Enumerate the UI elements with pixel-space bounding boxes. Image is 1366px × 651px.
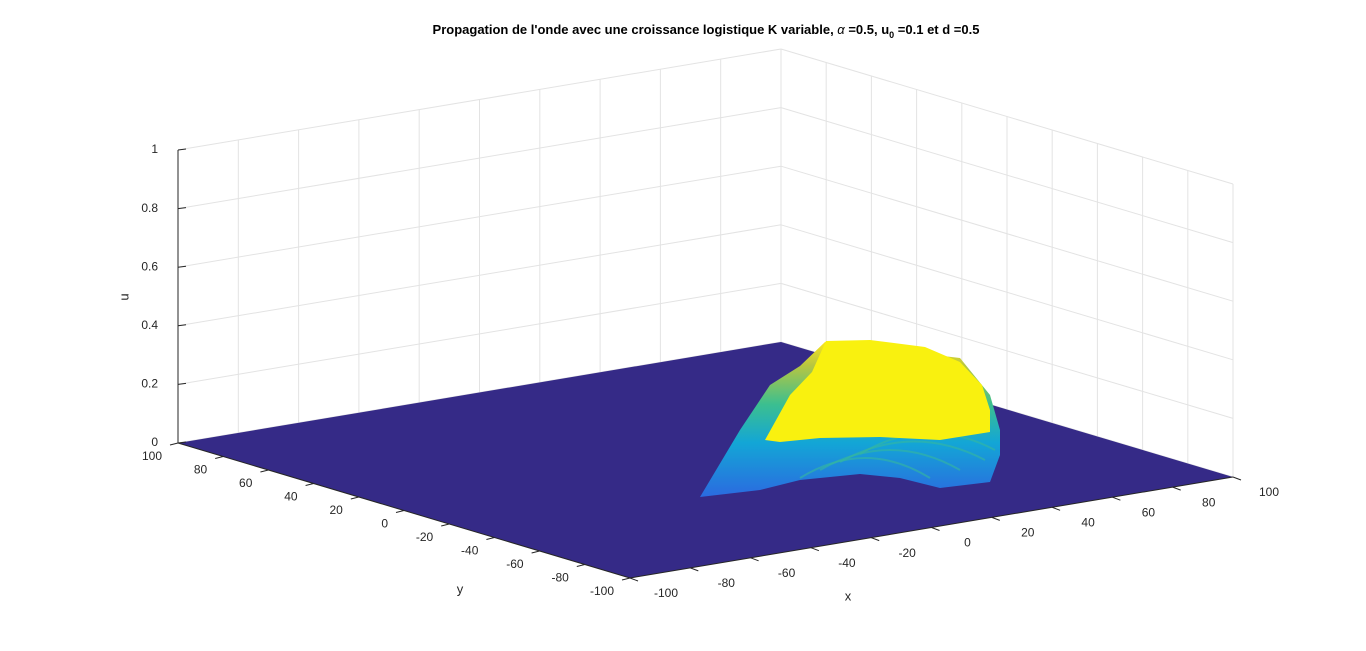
axes-labels: 0 0.2 0.4 0.6 0.8 1 -100 -80 -60 -40 -20 0 20 40 60 80 1… — [116, 142, 1279, 603]
tick-mark — [260, 469, 269, 473]
tick-mark — [1112, 496, 1121, 501]
z-tick-label: 0.4 — [141, 318, 158, 332]
surface — [178, 340, 1233, 578]
y-tick-label: -100 — [590, 584, 614, 598]
title-text: =0.1 et d =0.5 — [894, 22, 979, 37]
tick-mark — [810, 547, 820, 552]
chart-title: Propagation de l'onde avec une croissanc… — [433, 22, 980, 40]
y-tick-label: 0 — [381, 517, 388, 531]
title-text: =0.5, u — [845, 22, 889, 37]
x-tick-label: 60 — [1142, 505, 1156, 519]
tick-mark — [350, 496, 359, 500]
grid-line — [780, 224, 1234, 361]
x-tick-label: 20 — [1021, 526, 1035, 540]
grid-line — [177, 107, 782, 210]
y-tick-label: -80 — [551, 571, 569, 585]
surface-floor — [178, 342, 1233, 578]
tick-mark — [305, 483, 314, 486]
x-axis-label: x — [845, 588, 852, 603]
x-tick-label: 100 — [1259, 485, 1279, 499]
y-tick-label: -20 — [416, 530, 434, 544]
x-tick-label: 40 — [1081, 515, 1095, 529]
tick-mark — [750, 557, 759, 562]
x-tick-label: 80 — [1202, 495, 1216, 509]
y-tick-label: 20 — [329, 503, 343, 517]
y-tick-label: 80 — [194, 463, 208, 477]
tick-mark — [576, 564, 585, 567]
wave-contour — [799, 457, 931, 479]
x-tick-label: -100 — [654, 586, 678, 600]
title-symbol: α — [837, 22, 845, 37]
tick-mark — [169, 442, 179, 446]
tick-mark — [215, 456, 224, 459]
tick-mark — [690, 567, 699, 572]
z-tick-label: 0 — [151, 435, 158, 449]
grid-line — [177, 282, 782, 385]
grid-line — [780, 48, 1234, 185]
grid-line — [780, 165, 1234, 302]
wave-plateau — [765, 340, 990, 442]
x-tick-label: 0 — [964, 536, 971, 550]
tick-mark — [441, 523, 450, 527]
tick-mark — [177, 207, 187, 210]
title-text: Propagation de l'onde avec une croissanc… — [433, 22, 838, 37]
tick-mark — [177, 441, 187, 444]
x-tick-label: -40 — [838, 556, 856, 570]
tick-mark — [1051, 506, 1061, 511]
tick-mark — [177, 382, 187, 385]
grid-line — [780, 282, 1234, 419]
tick-mark — [486, 537, 495, 540]
tick-mark — [629, 577, 639, 582]
y-tick-label: 100 — [142, 449, 162, 463]
tick-mark — [177, 265, 187, 268]
tick-mark — [531, 550, 540, 554]
z-tick-label: 0.6 — [141, 259, 158, 273]
x-tick-label: -60 — [778, 566, 796, 580]
wave-contour — [839, 440, 986, 463]
tick-mark — [395, 510, 405, 513]
grid-line — [177, 165, 782, 268]
tick-mark — [177, 148, 187, 151]
x-tick-label: -20 — [899, 546, 917, 560]
z-tick-label: 0.8 — [141, 201, 158, 215]
tick-mark — [931, 527, 940, 531]
title-subscript: 0 — [889, 30, 894, 40]
wave-contour — [819, 449, 961, 471]
y-tick-label: 60 — [239, 476, 253, 490]
y-axis-label: y — [457, 581, 464, 596]
tick-mark — [621, 577, 631, 581]
tick-mark — [1232, 476, 1242, 481]
x-tick-label: -80 — [718, 576, 736, 590]
tick-mark — [991, 516, 1000, 521]
grid-line — [177, 224, 782, 327]
y-tick-label: -60 — [506, 557, 524, 571]
tick-mark — [177, 324, 187, 327]
grid-line — [780, 107, 1234, 244]
y-tick-label: 40 — [284, 490, 298, 504]
z-axis-label: u — [116, 293, 131, 300]
tick-mark — [871, 537, 880, 542]
z-tick-label: 1 — [151, 142, 158, 156]
tick-mark — [1172, 486, 1181, 491]
y-tick-label: -40 — [461, 544, 479, 558]
grid-line — [177, 48, 782, 151]
z-tick-label: 0.2 — [141, 377, 158, 391]
